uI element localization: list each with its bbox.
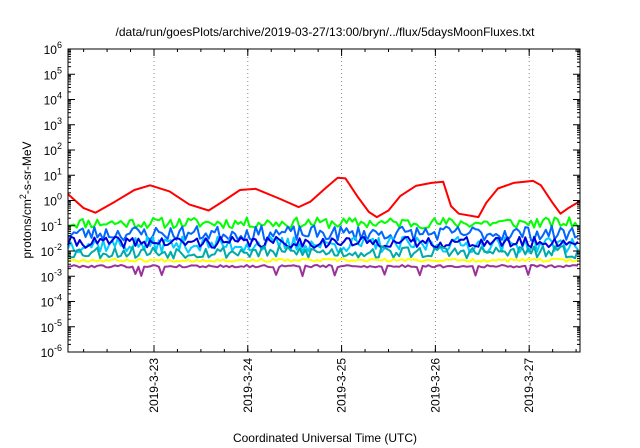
axes [67,48,581,353]
y-tick-label: 101 [44,166,62,183]
y-tick-label: 10-5 [41,318,62,335]
series-line-7 [67,257,579,263]
x-gridlines [153,49,530,352]
y-tick-label: 106 [44,40,62,57]
y-axis-label: protons/cm2-s-sr-MeV [18,141,34,258]
x-tick-label: 2019-3-26 [428,358,442,413]
x-axis-label: Coordinated Universal Time (UTC) [233,431,417,445]
x-tick-label: 2019-3-24 [241,358,255,413]
y-tick-labels: 10-6 10-5 10-4 10-3 10-2 10-1 100 101 102 103 104 1… [41,40,62,360]
series-line-6 [67,244,579,260]
series-line-2 [67,216,579,230]
y-tick-label: 104 [44,91,62,108]
plot-frame [67,48,581,353]
series-line-5 [67,235,579,249]
series-line-1 [67,176,581,219]
x-tick-label: 2019-3-27 [522,358,536,413]
series-line-8 [67,263,579,278]
data-series [67,176,581,278]
series-line-3 [67,224,579,242]
y-tick-label: 10-3 [41,267,62,284]
x-tick-label: 2019-3-25 [335,358,349,413]
y-tick-label: 103 [44,116,62,133]
y-tick-label: 10-4 [41,293,62,310]
y-tick-label: 105 [44,65,62,82]
chart-title: /data/run/goesPlots/archive/2019-03-27/1… [116,25,536,39]
x-tick-labels: 2019-3-23 2019-3-24 2019-3-25 2019-3-26 2019… [147,358,536,413]
y-tick-label: 10-6 [41,343,62,360]
y-tick-label: 100 [44,192,62,209]
x-tick-label: 2019-3-23 [147,358,161,413]
y-tick-label: 10-1 [41,217,62,234]
y-tick-label: 102 [44,141,62,158]
y-tick-label: 10-2 [41,242,62,259]
